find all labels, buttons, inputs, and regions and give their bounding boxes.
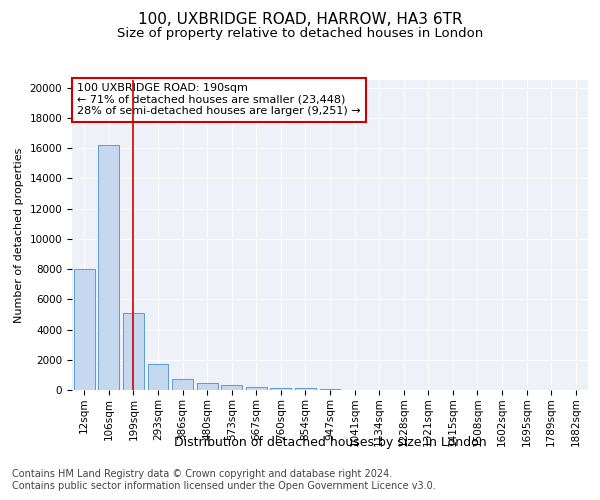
- Bar: [320, 389, 340, 390]
- Text: Contains HM Land Registry data © Crown copyright and database right 2024.: Contains HM Land Registry data © Crown c…: [12, 469, 392, 479]
- Text: Contains public sector information licensed under the Open Government Licence v3: Contains public sector information licen…: [12, 481, 436, 491]
- Bar: [148, 364, 169, 390]
- Bar: [98, 145, 119, 390]
- Text: 100, UXBRIDGE ROAD, HARROW, HA3 6TR: 100, UXBRIDGE ROAD, HARROW, HA3 6TR: [137, 12, 463, 28]
- Bar: [246, 387, 267, 390]
- Bar: [172, 380, 193, 390]
- Bar: [271, 388, 292, 390]
- Bar: [197, 383, 218, 390]
- Bar: [74, 269, 95, 390]
- Bar: [295, 388, 316, 390]
- Y-axis label: Number of detached properties: Number of detached properties: [14, 148, 24, 322]
- Text: 100 UXBRIDGE ROAD: 190sqm
← 71% of detached houses are smaller (23,448)
28% of s: 100 UXBRIDGE ROAD: 190sqm ← 71% of detac…: [77, 83, 361, 116]
- Bar: [123, 313, 144, 390]
- Bar: [221, 386, 242, 390]
- Text: Size of property relative to detached houses in London: Size of property relative to detached ho…: [117, 28, 483, 40]
- Text: Distribution of detached houses by size in London: Distribution of detached houses by size …: [173, 436, 487, 449]
